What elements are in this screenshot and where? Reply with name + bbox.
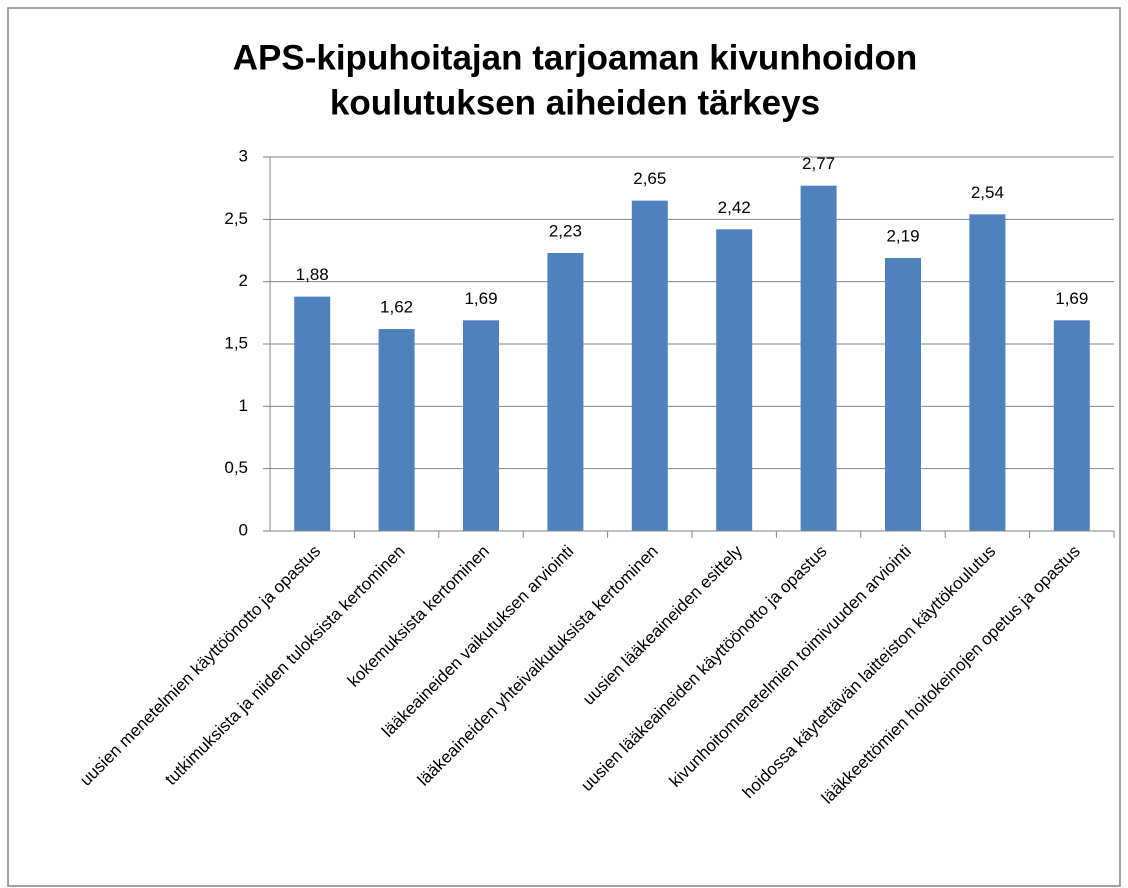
y-tick-label: 2,5 — [224, 209, 248, 228]
bar — [547, 252, 584, 531]
value-label: 1,69 — [464, 289, 497, 308]
value-label: 2,54 — [971, 183, 1004, 202]
bar — [885, 257, 921, 531]
bar — [378, 329, 415, 531]
value-label: 1,88 — [296, 265, 329, 284]
y-tick-label: 1 — [239, 396, 248, 415]
value-label: 1,69 — [1055, 289, 1088, 308]
value-label: 1,62 — [380, 298, 413, 317]
value-label: 2,23 — [549, 221, 582, 240]
chart-title: koulutuksen aiheiden tärkeys — [330, 83, 820, 122]
bar — [800, 185, 837, 531]
bar — [1053, 320, 1090, 531]
chart-title: APS-kipuhoitajan tarjoaman kivunhoidon — [233, 38, 918, 77]
bar — [716, 229, 753, 531]
y-tick-label: 2 — [239, 271, 248, 290]
bar — [969, 214, 1006, 531]
value-label: 2,42 — [718, 198, 751, 217]
y-tick-label: 0,5 — [224, 458, 248, 477]
bar — [463, 320, 499, 531]
y-tick-label: 1,5 — [224, 333, 248, 352]
value-label: 2,19 — [886, 226, 919, 245]
value-label: 2,77 — [802, 154, 835, 173]
y-tick-label: 0 — [239, 520, 248, 539]
bar — [294, 296, 331, 531]
y-tick-label: 3 — [239, 146, 248, 165]
value-label: 2,65 — [633, 169, 666, 188]
bar — [631, 200, 668, 531]
